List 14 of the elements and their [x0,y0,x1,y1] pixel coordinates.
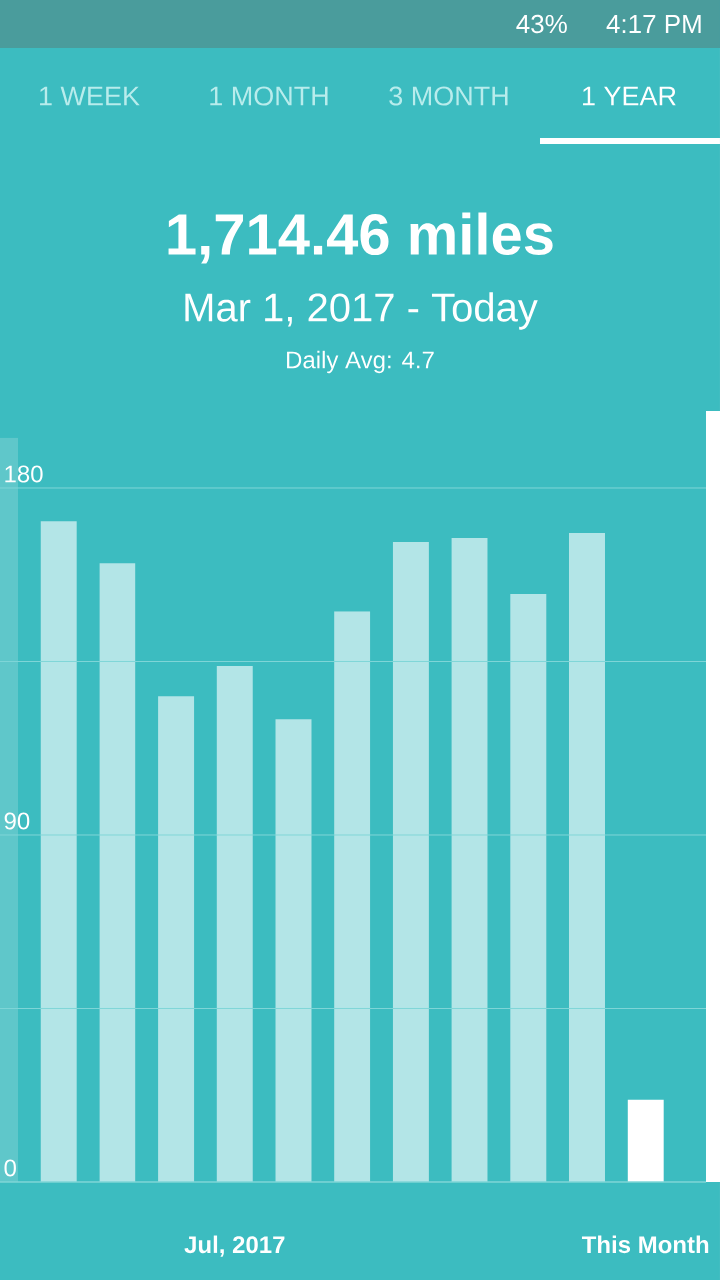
text: 1 YEAR [583,86,676,106]
y-tick-label: 0 [4,1159,16,1177]
chart-title: 1,714.46 miles [168,212,553,264]
text: 43% [516,14,567,34]
y-tick-label: 180 [5,465,43,483]
text: Daily Avg: 4.7 [287,350,434,374]
x-tick-label: This Month [581,1235,709,1254]
text: 4:17 PM [606,15,701,33]
text: 1 MONTH [210,86,328,106]
text: 3 MONTH [389,86,508,106]
text: 1 WEEK [40,86,140,106]
y-tick-label: 90 [4,812,30,830]
chart-subtitle: Mar 1, 2017 - Today [185,292,538,330]
x-tick-label: Jul, 2017 [184,1235,285,1257]
